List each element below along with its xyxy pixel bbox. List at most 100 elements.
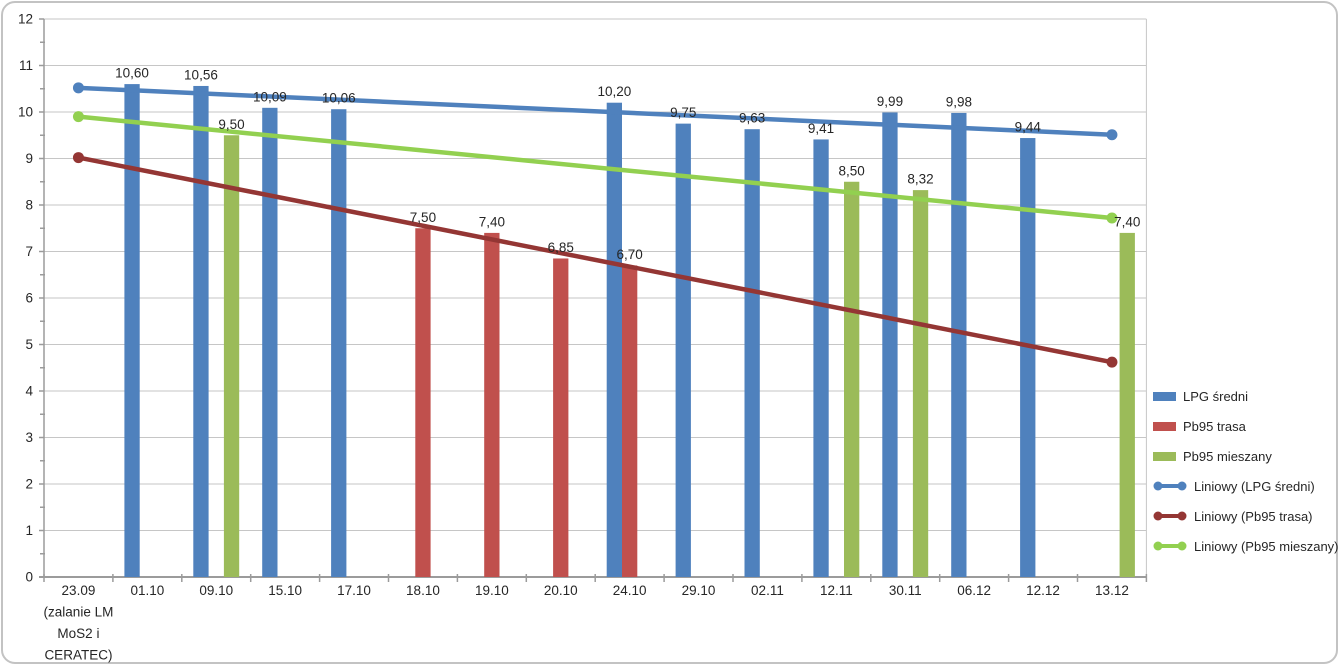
legend-item-pb95-trasa[interactable]: Pb95 trasa <box>1153 411 1339 441</box>
trendline-liniowy-pb95-mieszany--end-marker[interactable] <box>1106 212 1118 224</box>
x-tick-label: 01.10 <box>130 583 164 598</box>
data-label: 7,40 <box>1114 214 1140 229</box>
y-tick-label: 7 <box>25 244 33 259</box>
x-tick-label: 15.10 <box>268 583 302 598</box>
data-label: 9,63 <box>739 111 765 126</box>
x-tick-label: 30.11 <box>889 583 922 598</box>
x-tick-label: 20.10 <box>544 583 578 598</box>
bar-lpg-redni[interactable] <box>124 84 140 577</box>
bar-pb95-mieszany[interactable] <box>223 135 240 577</box>
bars <box>124 84 1135 578</box>
data-label: 9,44 <box>1015 120 1042 135</box>
data-label: 9,98 <box>946 94 972 109</box>
y-tick-label: 8 <box>25 198 33 213</box>
data-label: 7,40 <box>479 214 505 229</box>
x-tick-label: 12.11 <box>820 583 853 598</box>
data-label: 9,41 <box>808 121 834 136</box>
bar-pb95-trasa[interactable] <box>553 258 569 577</box>
legend-item-liniowy-pb95-trasa-[interactable]: Liniowy (Pb95 trasa) <box>1153 501 1339 531</box>
trendline-liniowy-pb95-mieszany--start-marker[interactable] <box>72 111 84 123</box>
x-tick-label: 18.10 <box>406 583 440 598</box>
x-tick-label: 12.12 <box>1026 583 1060 598</box>
legend-item-liniowy-lpg-redni-[interactable]: Liniowy (LPG średni) <box>1153 471 1339 501</box>
trendline-liniowy-lpg-redni-[interactable] <box>78 85 1113 138</box>
legend-label: Pb95 mieszany <box>1183 448 1272 464</box>
legend-label: Liniowy (Pb95 mieszany) <box>1194 538 1339 554</box>
x-tick-label: CERATEC) <box>44 648 112 663</box>
trendline-liniowy-pb95-trasa-[interactable] <box>78 155 1113 365</box>
x-tick-label: 24.10 <box>613 583 647 598</box>
bar-lpg-redni[interactable] <box>193 85 209 578</box>
legend-item-liniowy-pb95-mieszany-[interactable]: Liniowy (Pb95 mieszany) <box>1153 531 1339 561</box>
x-tick-label: 23.09 <box>62 583 96 598</box>
y-tick-label: 2 <box>25 477 33 492</box>
bar-lpg-redni[interactable] <box>951 112 967 578</box>
bar-pb95-trasa[interactable] <box>484 232 500 577</box>
legend-bar-swatch <box>1153 451 1176 461</box>
bar-pb95-mieszany[interactable] <box>912 190 929 577</box>
trendline-liniowy-pb95-trasa--end-marker[interactable] <box>1106 356 1118 368</box>
y-tick-label: 12 <box>18 12 33 27</box>
data-labels: 10,60 10,56 10,09 10,06 10,20 9,75 9,63 9,41 9,9… <box>115 66 1140 262</box>
x-tick-label: 17.10 <box>337 583 371 598</box>
bar-pb95-mieszany[interactable] <box>1119 232 1135 577</box>
bar-lpg-redni[interactable] <box>882 112 898 577</box>
data-label: 8,50 <box>839 163 865 178</box>
data-label: 10,60 <box>115 66 149 81</box>
y-tick-label: 1 <box>25 523 33 538</box>
x-tick-label: 29.10 <box>682 583 716 598</box>
legend-bar-swatch <box>1153 391 1176 401</box>
y-tick-label: 9 <box>25 151 33 166</box>
data-label: 10,56 <box>184 67 218 82</box>
bar-lpg-redni[interactable] <box>813 139 829 577</box>
data-label: 10,06 <box>322 91 356 106</box>
data-label: 10,09 <box>253 89 287 104</box>
gridlines <box>44 18 1147 577</box>
y-tick-label: 5 <box>25 337 33 352</box>
x-axis-labels: 23.09 (zalanie LM MoS2 i CERATEC) 01.10 09.10… <box>44 583 1129 663</box>
bar-lpg-redni[interactable] <box>744 129 760 577</box>
bar-lpg-redni[interactable] <box>675 123 691 577</box>
bar-lpg-redni[interactable] <box>1020 138 1036 578</box>
data-label: 6,85 <box>548 240 574 255</box>
x-tick-label: 02.11 <box>751 583 784 598</box>
data-label: 10,20 <box>597 84 631 99</box>
bar-lpg-redni[interactable] <box>606 102 622 577</box>
bar-pb95-trasa[interactable] <box>415 228 431 577</box>
trendline-liniowy-pb95-trasa--start-marker[interactable] <box>72 152 84 164</box>
data-label: 8,32 <box>907 172 933 187</box>
x-tick-label: (zalanie LM <box>44 605 114 620</box>
y-tick-label: 0 <box>25 570 33 585</box>
data-label: 9,75 <box>670 105 696 120</box>
bar-pb95-trasa[interactable] <box>622 265 638 577</box>
data-label: 6,70 <box>617 247 643 262</box>
legend-line-swatch <box>1153 541 1187 551</box>
x-tick-label: MoS2 i <box>57 626 99 641</box>
bar-lpg-redni[interactable] <box>331 109 347 578</box>
x-tick-label: 09.10 <box>199 583 233 598</box>
bar-pb95-mieszany[interactable] <box>844 181 860 577</box>
legend-label: LPG średni <box>1183 388 1249 404</box>
x-tick-label: 13.12 <box>1095 583 1129 598</box>
legend-item-lpg-redni[interactable]: LPG średni <box>1153 381 1339 411</box>
data-label: 7,50 <box>410 210 436 225</box>
y-tick-label: 6 <box>25 291 33 306</box>
trendline-liniowy-pb95-mieszany-[interactable] <box>78 114 1113 221</box>
bar-lpg-redni[interactable] <box>262 107 278 577</box>
legend-label: Pb95 trasa <box>1183 418 1246 434</box>
y-tick-label: 11 <box>19 58 33 73</box>
trendlines <box>72 82 1118 368</box>
legend-label: Liniowy (Pb95 trasa) <box>1194 508 1313 524</box>
data-label: 9,50 <box>218 117 244 132</box>
trendline-liniowy-lpg-redni--end-marker[interactable] <box>1106 129 1118 141</box>
data-label: 9,99 <box>877 94 903 109</box>
legend-label: Liniowy (LPG średni) <box>1194 478 1315 494</box>
trendline-liniowy-lpg-redni--start-marker[interactable] <box>72 82 84 94</box>
legend-line-swatch <box>1153 511 1187 521</box>
legend-line-swatch <box>1153 481 1187 491</box>
x-tick-label: 06.12 <box>957 583 991 598</box>
legend-item-pb95-mieszany[interactable]: Pb95 mieszany <box>1153 441 1339 471</box>
